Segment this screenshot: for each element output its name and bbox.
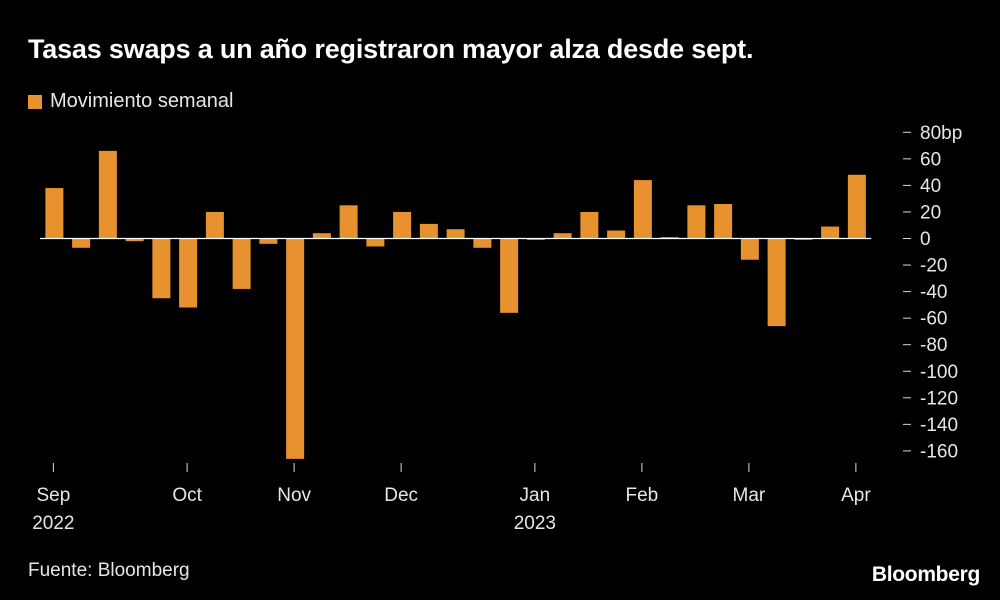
legend-label: Movimiento semanal [50,90,234,112]
bar [446,229,465,239]
bar [419,223,438,239]
x-tick-year-label: 2022 [32,513,74,534]
legend-swatch [28,94,42,109]
bar [98,150,117,239]
bar [580,211,599,239]
bar [232,238,251,289]
bar [526,238,545,240]
y-tick-label: -100 [920,362,958,383]
source-note: Fuente: Bloomberg [28,560,190,581]
bar [45,188,64,239]
y-tick-label: -20 [920,256,947,277]
bar [794,238,813,240]
y-tick-label: 80bp [920,123,962,144]
y-tick-label: -60 [920,309,947,330]
bar [821,226,840,239]
bar [286,238,305,459]
bar [72,238,91,248]
bar [339,205,358,239]
bar [607,230,626,239]
bar [740,238,759,260]
x-tick-label: Jan [520,485,551,506]
bar [312,233,331,239]
bar [393,211,412,239]
x-tick-label: Apr [841,485,871,506]
chart-title: Tasas swaps a un año registraron mayor a… [28,34,754,64]
y-tick-label: 0 [920,229,931,250]
bloomberg-logo: Bloomberg [871,563,980,586]
bar [767,238,786,327]
y-tick-label: 40 [920,176,941,197]
bar [660,237,679,239]
x-tick-year-label: 2023 [514,513,556,534]
y-tick-label: -120 [920,388,958,409]
bar [687,205,706,239]
bar [553,233,572,239]
bar [179,238,198,308]
y-tick-label: -80 [920,335,947,356]
legend: Movimiento semanal [28,90,233,113]
bar [714,203,733,239]
x-tick-label: Feb [626,485,659,506]
bar [366,238,385,247]
x-tick-label: Dec [384,485,418,506]
bar [500,238,519,313]
x-tick-label: Sep [36,485,70,506]
bar [473,238,492,248]
y-tick-label: 20 [920,202,941,223]
y-tick-label: -40 [920,282,947,303]
y-tick-label: 60 [920,149,941,170]
x-tick-label: Mar [733,485,766,506]
x-tick-label: Oct [172,485,202,506]
y-tick-label: -140 [920,415,958,436]
y-tick-label: -160 [920,441,958,462]
bar [633,180,652,239]
bar [205,211,224,239]
bar [847,174,866,239]
x-tick-label: Nov [277,485,311,506]
bar [259,238,278,244]
bar [125,238,144,242]
bar [152,238,171,299]
